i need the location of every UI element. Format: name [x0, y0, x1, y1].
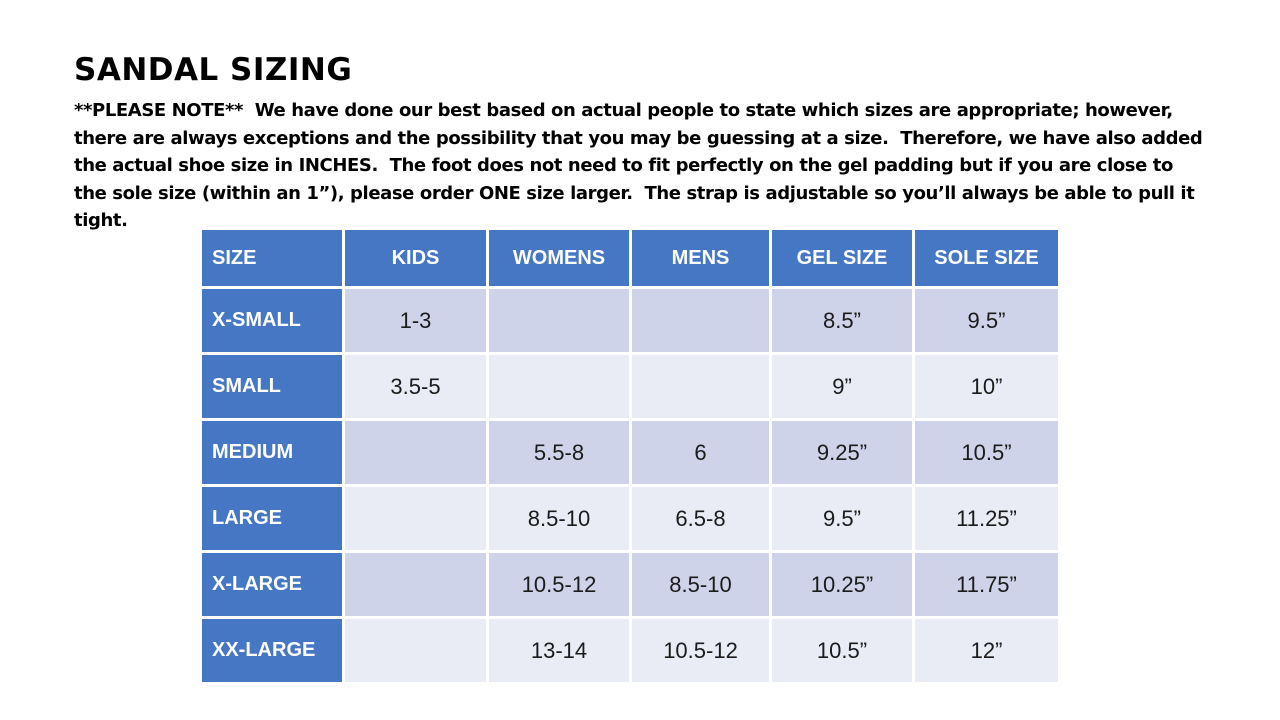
row-label-x-large: X-LARGE	[202, 553, 342, 616]
table-row-small: SMALL 3.5-5 9” 10”	[202, 355, 1058, 418]
cell-large-kids	[345, 487, 486, 550]
cell-medium-mens: 6	[632, 421, 769, 484]
row-label-xx-large: XX-LARGE	[202, 619, 342, 682]
column-header-kids: KIDS	[345, 230, 486, 286]
cell-large-womens: 8.5-10	[489, 487, 629, 550]
cell-x-small-kids: 1-3	[345, 289, 486, 352]
row-label-small: SMALL	[202, 355, 342, 418]
cell-medium-gel: 9.25”	[772, 421, 912, 484]
cell-large-gel: 9.5”	[772, 487, 912, 550]
cell-x-large-kids	[345, 553, 486, 616]
column-header-gel-size: GEL SIZE	[772, 230, 912, 286]
cell-x-large-sole: 11.75”	[915, 553, 1058, 616]
cell-small-womens	[489, 355, 629, 418]
cell-small-gel: 9”	[772, 355, 912, 418]
row-label-large: LARGE	[202, 487, 342, 550]
cell-small-mens	[632, 355, 769, 418]
table-row-xx-large: XX-LARGE 13-14 10.5-12 10.5” 12”	[202, 619, 1058, 682]
sizing-note-text: **PLEASE NOTE** We have done our best ba…	[74, 100, 1209, 231]
cell-x-large-gel: 10.25”	[772, 553, 912, 616]
row-label-x-small: X-SMALL	[202, 289, 342, 352]
column-header-womens: WOMENS	[489, 230, 629, 286]
column-header-sole-size: SOLE SIZE	[915, 230, 1058, 286]
cell-xx-large-gel: 10.5”	[772, 619, 912, 682]
table-row-x-large: X-LARGE 10.5-12 8.5-10 10.25” 11.75”	[202, 553, 1058, 616]
cell-xx-large-kids	[345, 619, 486, 682]
header-row: SIZE KIDS WOMENS MENS GEL SIZE SOLE SIZE	[202, 230, 1058, 286]
table-row-medium: MEDIUM 5.5-8 6 9.25” 10.5”	[202, 421, 1058, 484]
cell-x-small-mens	[632, 289, 769, 352]
cell-small-sole: 10”	[915, 355, 1058, 418]
cell-medium-womens: 5.5-8	[489, 421, 629, 484]
table-row-x-small: X-SMALL 1-3 8.5” 9.5”	[202, 289, 1058, 352]
cell-medium-kids	[345, 421, 486, 484]
cell-medium-sole: 10.5”	[915, 421, 1058, 484]
page-title: SANDAL SIZING	[74, 52, 353, 88]
row-label-medium: MEDIUM	[202, 421, 342, 484]
cell-x-large-mens: 8.5-10	[632, 553, 769, 616]
cell-x-small-gel: 8.5”	[772, 289, 912, 352]
cell-x-small-womens	[489, 289, 629, 352]
column-header-mens: MENS	[632, 230, 769, 286]
cell-large-mens: 6.5-8	[632, 487, 769, 550]
cell-small-kids: 3.5-5	[345, 355, 486, 418]
cell-x-large-womens: 10.5-12	[489, 553, 629, 616]
cell-x-small-sole: 9.5”	[915, 289, 1058, 352]
sizing-table: SIZE KIDS WOMENS MENS GEL SIZE SOLE SIZE…	[199, 227, 1061, 685]
cell-xx-large-mens: 10.5-12	[632, 619, 769, 682]
cell-xx-large-sole: 12”	[915, 619, 1058, 682]
column-header-size: SIZE	[202, 230, 342, 286]
table-row-large: LARGE 8.5-10 6.5-8 9.5” 11.25”	[202, 487, 1058, 550]
cell-xx-large-womens: 13-14	[489, 619, 629, 682]
cell-large-sole: 11.25”	[915, 487, 1058, 550]
